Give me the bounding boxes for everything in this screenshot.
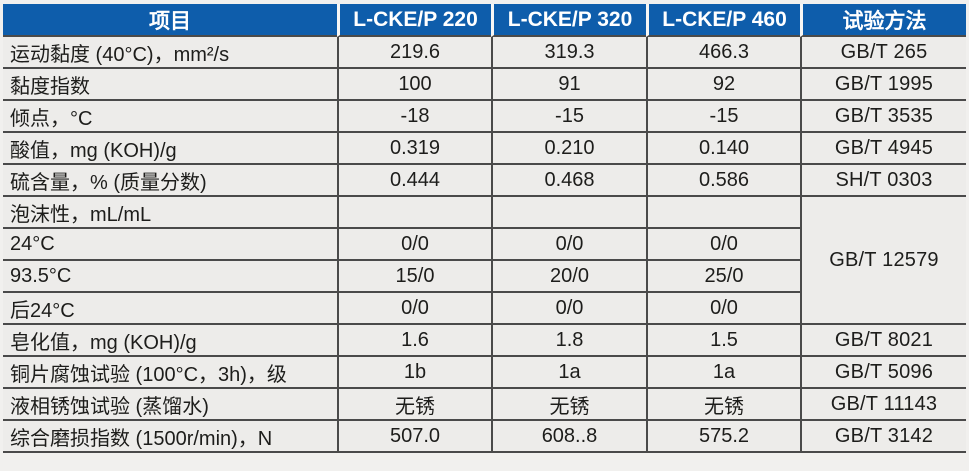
value-cell: 0/0: [646, 293, 800, 325]
value-cell: 0.140: [646, 133, 800, 165]
row-label: 铜片腐蚀试验 (100°C，3h)，级: [3, 357, 337, 389]
method-cell: GB/T 5096: [800, 357, 966, 389]
row-label: 泡沫性，mL/mL: [3, 197, 337, 229]
value-cell: 608..8: [491, 421, 646, 453]
value-cell: 219.6: [337, 37, 491, 69]
value-cell: 507.0: [337, 421, 491, 453]
value-cell: 0.319: [337, 133, 491, 165]
row-label: 综合磨损指数 (1500r/min)，N: [3, 421, 337, 453]
lubricant-spec-table: 项目 L-CKE/P 220 L-CKE/P 320 L-CKE/P 460 试…: [3, 4, 966, 453]
value-cell: 92: [646, 69, 800, 101]
value-cell: 0.444: [337, 165, 491, 197]
value-cell: 0/0: [337, 229, 491, 261]
value-cell: 20/0: [491, 261, 646, 293]
value-cell: [491, 197, 646, 229]
value-cell: 无锈: [337, 389, 491, 421]
method-cell: GB/T 3142: [800, 421, 966, 453]
row-label: 93.5°C: [3, 261, 337, 293]
method-cell: GB/T 265: [800, 37, 966, 69]
table-row: 液相锈蚀试验 (蒸馏水) 无锈 无锈 无锈 GB/T 11143: [3, 389, 966, 421]
value-cell: 319.3: [491, 37, 646, 69]
header-method: 试验方法: [800, 4, 966, 37]
table-row: 黏度指数 100 91 92 GB/T 1995: [3, 69, 966, 101]
row-label: 黏度指数: [3, 69, 337, 101]
value-cell: 0/0: [491, 229, 646, 261]
value-cell: 466.3: [646, 37, 800, 69]
value-cell: [646, 197, 800, 229]
table-row: 运动黏度 (40°C)，mm²/s 219.6 319.3 466.3 GB/T…: [3, 37, 966, 69]
method-cell: GB/T 1995: [800, 69, 966, 101]
value-cell: 575.2: [646, 421, 800, 453]
table-row: 铜片腐蚀试验 (100°C，3h)，级 1b 1a 1a GB/T 5096: [3, 357, 966, 389]
value-cell: 1b: [337, 357, 491, 389]
value-cell: 1.6: [337, 325, 491, 357]
method-cell: GB/T 3535: [800, 101, 966, 133]
method-cell: GB/T 8021: [800, 325, 966, 357]
header-col-320: L-CKE/P 320: [491, 4, 646, 37]
method-cell: GB/T 4945: [800, 133, 966, 165]
table-row: 综合磨损指数 (1500r/min)，N 507.0 608..8 575.2 …: [3, 421, 966, 453]
row-label: 24°C: [3, 229, 337, 261]
header-row: 项目 L-CKE/P 220 L-CKE/P 320 L-CKE/P 460 试…: [3, 4, 966, 37]
header-col-220: L-CKE/P 220: [337, 4, 491, 37]
method-cell: GB/T 11143: [800, 389, 966, 421]
value-cell: 0/0: [337, 293, 491, 325]
table-row: 皂化值，mg (KOH)/g 1.6 1.8 1.5 GB/T 8021: [3, 325, 966, 357]
row-label: 后24°C: [3, 293, 337, 325]
value-cell: 0/0: [646, 229, 800, 261]
table-row: 24°C 0/0 0/0 0/0: [3, 229, 966, 261]
value-cell: 91: [491, 69, 646, 101]
row-label: 倾点，°C: [3, 101, 337, 133]
value-cell: 15/0: [337, 261, 491, 293]
header-item: 项目: [3, 4, 337, 37]
value-cell: [337, 197, 491, 229]
table-row: 酸值，mg (KOH)/g 0.319 0.210 0.140 GB/T 494…: [3, 133, 966, 165]
table-row: 泡沫性，mL/mL GB/T 12579: [3, 197, 966, 325]
value-cell: 0.468: [491, 165, 646, 197]
header-col-460: L-CKE/P 460: [646, 4, 800, 37]
table-row: 93.5°C 15/0 20/0 25/0: [3, 261, 966, 293]
value-cell: 1.5: [646, 325, 800, 357]
value-cell: 0.210: [491, 133, 646, 165]
value-cell: 1a: [491, 357, 646, 389]
value-cell: 1.8: [491, 325, 646, 357]
method-cell-merged: GB/T 12579: [800, 197, 966, 325]
row-label: 硫含量，% (质量分数): [3, 165, 337, 197]
value-cell: 0.586: [646, 165, 800, 197]
value-cell: -18: [337, 101, 491, 133]
value-cell: -15: [646, 101, 800, 133]
value-cell: 25/0: [646, 261, 800, 293]
spec-table-wrapper: 项目 L-CKE/P 220 L-CKE/P 320 L-CKE/P 460 试…: [3, 4, 966, 453]
table-row: 硫含量，% (质量分数) 0.444 0.468 0.586 SH/T 0303: [3, 165, 966, 197]
row-label: 皂化值，mg (KOH)/g: [3, 325, 337, 357]
method-cell: SH/T 0303: [800, 165, 966, 197]
value-cell: 无锈: [646, 389, 800, 421]
table-row: 倾点，°C -18 -15 -15 GB/T 3535: [3, 101, 966, 133]
value-cell: 100: [337, 69, 491, 101]
value-cell: 0/0: [491, 293, 646, 325]
row-label: 运动黏度 (40°C)，mm²/s: [3, 37, 337, 69]
table-row: 后24°C 0/0 0/0 0/0: [3, 293, 966, 325]
value-cell: 1a: [646, 357, 800, 389]
row-label: 酸值，mg (KOH)/g: [3, 133, 337, 165]
value-cell: -15: [491, 101, 646, 133]
value-cell: 无锈: [491, 389, 646, 421]
row-label: 液相锈蚀试验 (蒸馏水): [3, 389, 337, 421]
